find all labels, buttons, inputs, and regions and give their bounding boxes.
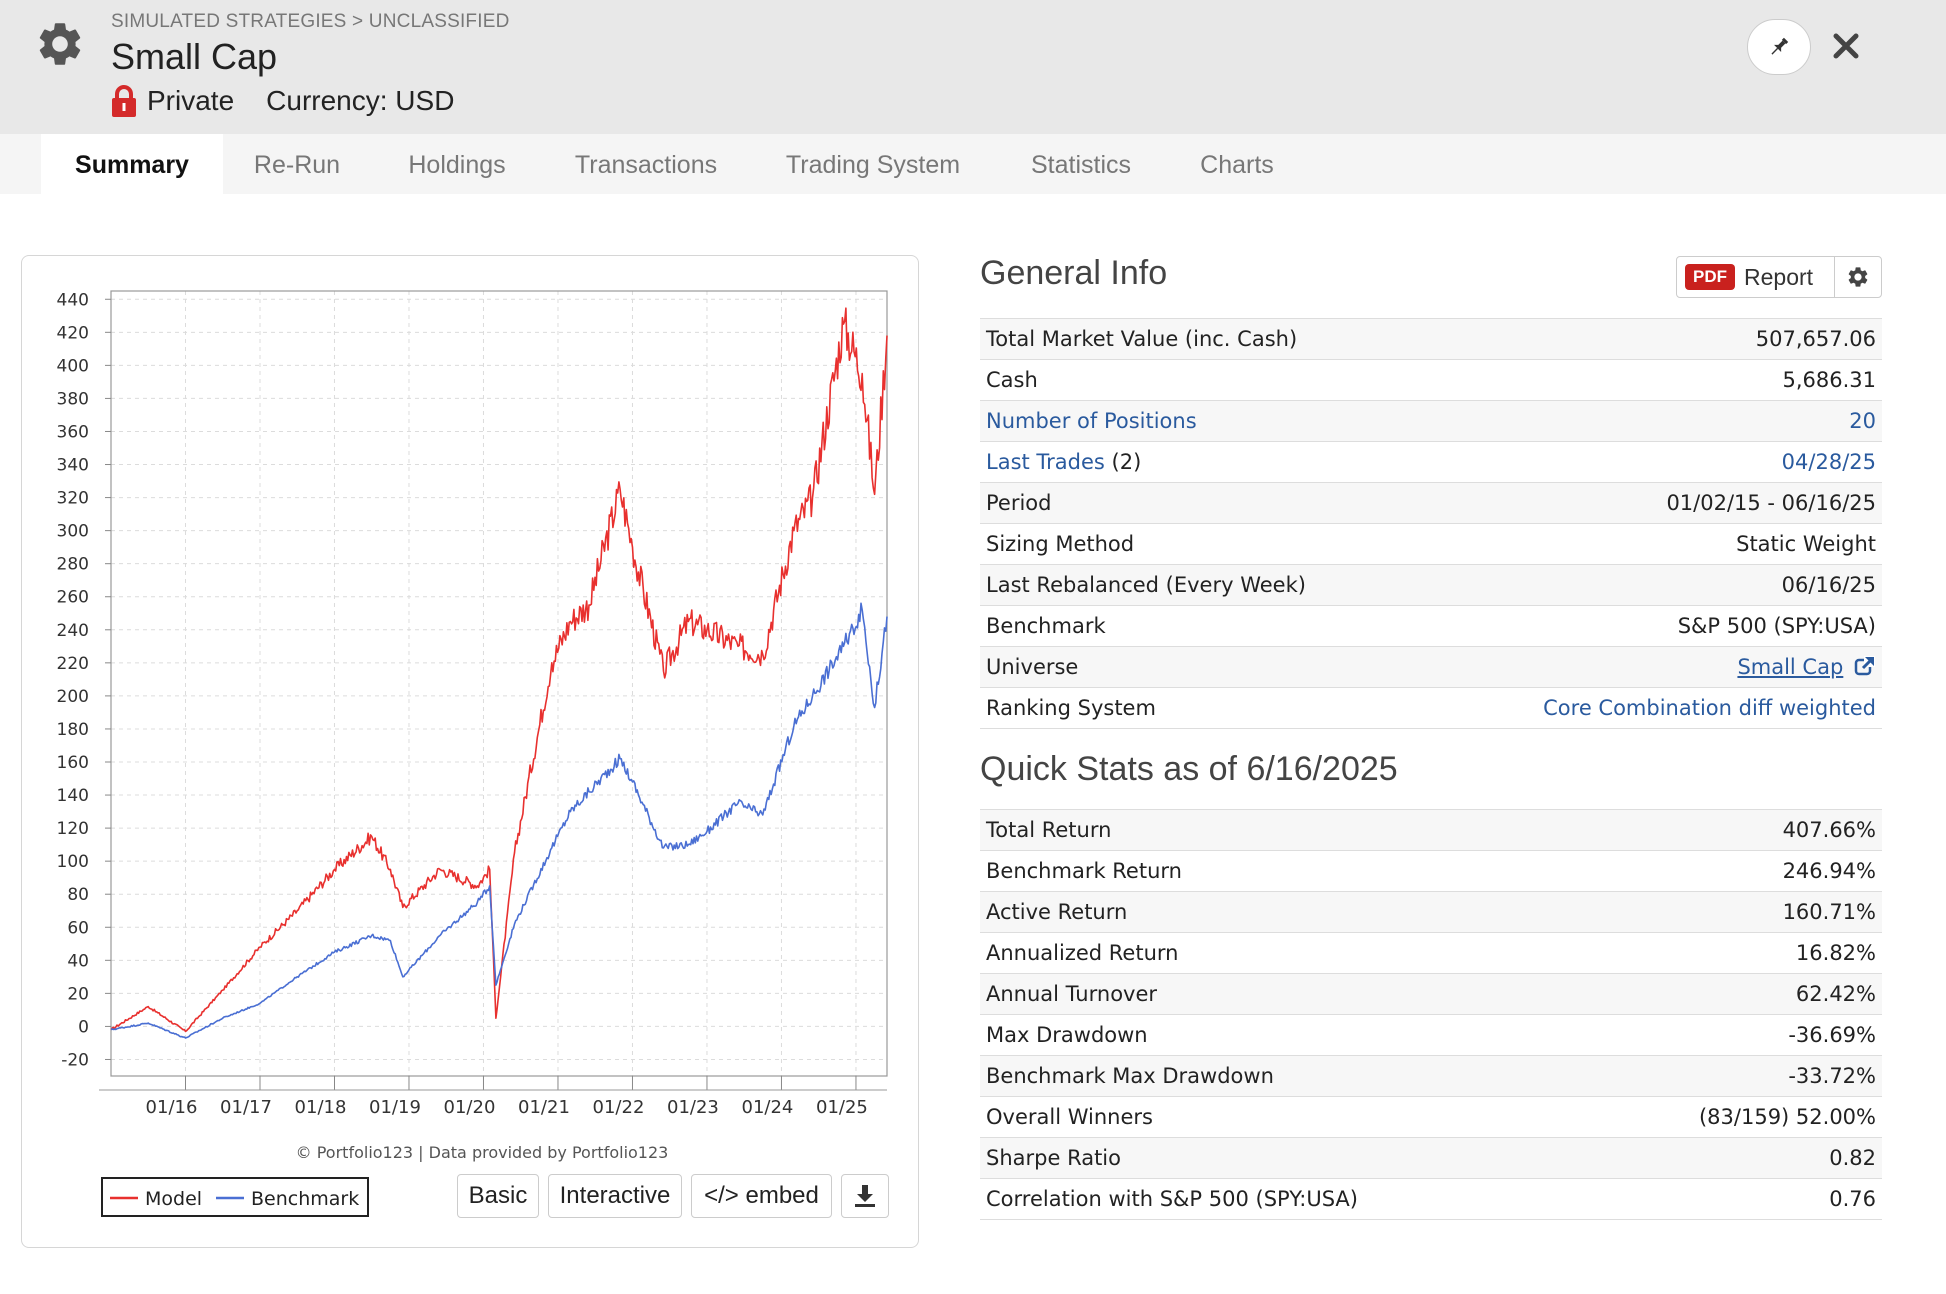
lock-icon xyxy=(112,85,136,117)
info-value: 507,657.06 xyxy=(1422,318,1882,360)
table-row: Sizing Method Static Weight xyxy=(980,523,1882,565)
tab-charts[interactable]: Charts xyxy=(1200,151,1274,179)
stat-value: -33.72% xyxy=(1584,1055,1882,1097)
privacy-label: Private xyxy=(147,85,235,116)
table-row: Sharpe Ratio 0.82 xyxy=(980,1137,1882,1179)
stat-value: 407.66% xyxy=(1584,809,1882,851)
stat-label: Total Return xyxy=(980,809,1585,851)
currency-label: Currency: USD xyxy=(266,85,455,116)
embed-button[interactable]: </> embed xyxy=(691,1174,832,1218)
general-info-table: Total Market Value (inc. Cash) 507,657.06… xyxy=(980,318,1882,729)
table-row: Ranking System Core Combination diff weig… xyxy=(980,687,1882,729)
pin-button[interactable] xyxy=(1747,19,1811,75)
table-row: Last Trades (2) 04/28/25 xyxy=(980,441,1882,483)
table-row: Universe Small Cap xyxy=(980,646,1882,688)
stat-label: Sharpe Ratio xyxy=(980,1137,1585,1179)
stat-value: 246.94% xyxy=(1584,850,1882,892)
stat-label: Active Return xyxy=(980,891,1585,933)
close-button[interactable] xyxy=(1826,26,1866,66)
table-row: Period 01/02/15 - 06/16/25 xyxy=(980,482,1882,524)
report-button-group: PDF Report xyxy=(1676,256,1882,298)
table-row: Last Rebalanced (Every Week) 06/16/25 xyxy=(980,564,1882,606)
download-button[interactable] xyxy=(841,1174,889,1218)
download-icon xyxy=(855,1185,875,1207)
stat-value: 0.76 xyxy=(1584,1178,1882,1220)
breadcrumb[interactable]: SIMULATED STRATEGIES > UNCLASSIFIED xyxy=(111,11,510,32)
table-row: Annual Turnover 62.42% xyxy=(980,973,1882,1015)
stat-value: 0.82 xyxy=(1584,1137,1882,1179)
info-label: Universe xyxy=(980,646,1423,688)
table-row: Overall Winners (83/159) 52.00% xyxy=(980,1096,1882,1138)
general-info-title: General Info xyxy=(980,254,1168,292)
table-row: Total Return 407.66% xyxy=(980,809,1882,851)
pin-icon xyxy=(1771,37,1789,55)
stat-label: Benchmark Max Drawdown xyxy=(980,1055,1585,1097)
stat-value: -36.69% xyxy=(1584,1014,1882,1056)
last-trades-count: (2) xyxy=(1104,450,1142,474)
info-value: 06/16/25 xyxy=(1422,564,1882,606)
stat-label: Benchmark Return xyxy=(980,850,1585,892)
header-bar: SIMULATED STRATEGIES > UNCLASSIFIED Smal… xyxy=(0,0,1946,134)
tab-re-run[interactable]: Re-Run xyxy=(253,151,341,179)
stat-label: Correlation with S&P 500 (SPY:USA) xyxy=(980,1178,1585,1220)
chart-panel xyxy=(21,255,919,1248)
tab-holdings[interactable]: Holdings xyxy=(408,151,506,179)
interactive-button[interactable]: Interactive xyxy=(548,1174,682,1218)
stat-value: (83/159) 52.00% xyxy=(1584,1096,1882,1138)
last-trades-link[interactable]: Last Trades xyxy=(986,450,1105,474)
info-value: 5,686.31 xyxy=(1422,359,1882,401)
table-row: Cash 5,686.31 xyxy=(980,359,1882,401)
table-row: Total Market Value (inc. Cash) 507,657.06 xyxy=(980,318,1882,360)
report-label: Report xyxy=(1744,263,1814,290)
universe-link[interactable]: Small Cap xyxy=(1737,655,1844,679)
stat-label: Annualized Return xyxy=(980,932,1585,974)
info-value: 01/02/15 - 06/16/25 xyxy=(1422,482,1882,524)
table-row: Annualized Return 16.82% xyxy=(980,932,1882,974)
tab-transactions[interactable]: Transactions xyxy=(574,151,718,179)
table-row: Max Drawdown -36.69% xyxy=(980,1014,1882,1056)
tab-trading-system[interactable]: Trading System xyxy=(785,151,961,179)
stat-value: 16.82% xyxy=(1584,932,1882,974)
table-row: Active Return 160.71% xyxy=(980,891,1882,933)
info-value: Static Weight xyxy=(1422,523,1882,565)
close-icon xyxy=(1833,33,1859,59)
info-label: Ranking System xyxy=(980,687,1423,729)
table-row: Benchmark Max Drawdown -33.72% xyxy=(980,1055,1882,1097)
positions-count-link[interactable]: 20 xyxy=(1849,409,1876,433)
info-value: S&P 500 (SPY:USA) xyxy=(1422,605,1882,647)
table-row: Benchmark Return 246.94% xyxy=(980,850,1882,892)
report-settings-button[interactable] xyxy=(1835,257,1881,297)
quick-stats-title: Quick Stats as of 6/16/2025 xyxy=(980,750,1398,788)
page-title: Small Cap xyxy=(111,36,278,77)
pdf-badge: PDF xyxy=(1685,264,1735,290)
tab-statistics[interactable]: Statistics xyxy=(1030,151,1132,179)
info-label: Sizing Method xyxy=(980,523,1423,565)
number-of-positions-link[interactable]: Number of Positions xyxy=(986,409,1197,433)
info-label: Benchmark xyxy=(980,605,1423,647)
ranking-system-link[interactable]: Core Combination diff weighted xyxy=(1543,696,1876,720)
last-trades-date-link[interactable]: 04/28/25 xyxy=(1781,450,1876,474)
stat-value: 160.71% xyxy=(1584,891,1882,933)
basic-button[interactable]: Basic xyxy=(457,1174,539,1218)
info-label: Total Market Value (inc. Cash) xyxy=(980,318,1423,360)
external-link-icon[interactable] xyxy=(1854,655,1876,677)
quick-stats-table: Total Return 407.66% Benchmark Return 246.… xyxy=(980,809,1882,1220)
info-label: Cash xyxy=(980,359,1423,401)
stat-label: Annual Turnover xyxy=(980,973,1585,1015)
tab-bar: Summary Re-Run Holdings Transactions Tra… xyxy=(0,134,1946,194)
stat-value: 62.42% xyxy=(1584,973,1882,1015)
table-row: Benchmark S&P 500 (SPY:USA) xyxy=(980,605,1882,647)
tab-summary[interactable]: Summary xyxy=(41,134,223,194)
gear-icon xyxy=(1848,267,1868,287)
info-label: Period xyxy=(980,482,1423,524)
table-row: Number of Positions 20 xyxy=(980,400,1882,442)
info-label: Last Rebalanced (Every Week) xyxy=(980,564,1423,606)
strategy-meta: Private Currency: USD xyxy=(111,84,454,118)
pdf-report-button[interactable]: PDF Report xyxy=(1677,257,1835,297)
gear-icon[interactable] xyxy=(34,18,86,70)
stat-label: Overall Winners xyxy=(980,1096,1585,1138)
table-row: Correlation with S&P 500 (SPY:USA) 0.76 xyxy=(980,1178,1882,1220)
stat-label: Max Drawdown xyxy=(980,1014,1585,1056)
